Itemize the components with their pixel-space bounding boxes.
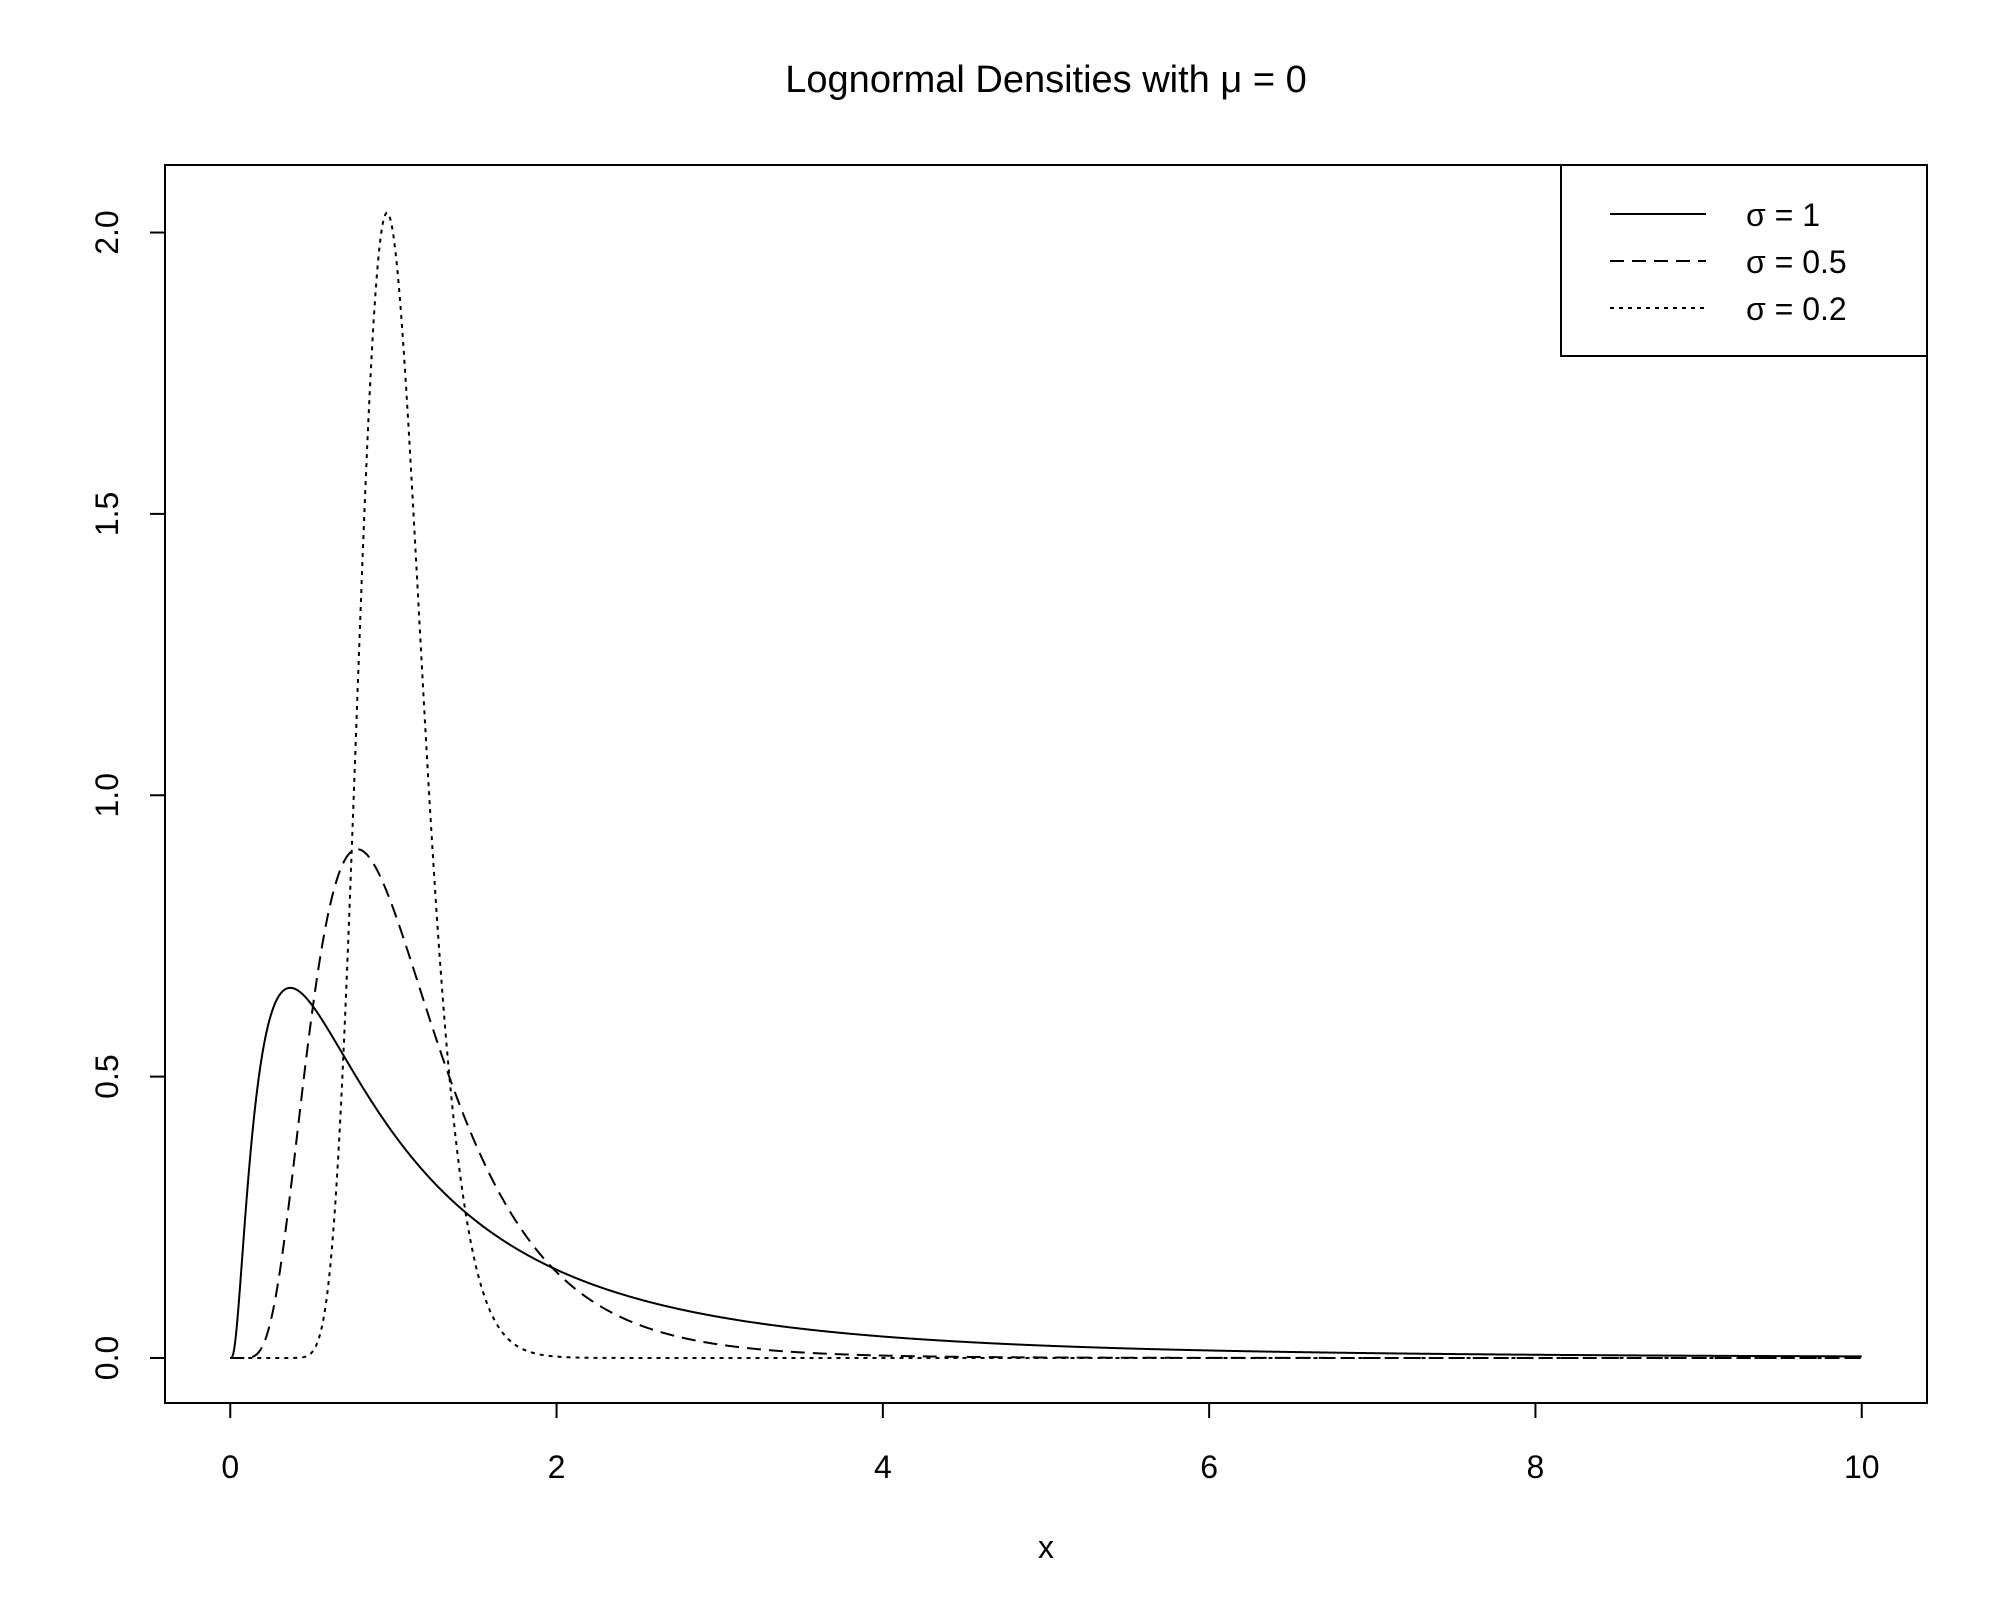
x-axis-label: x [1038, 1529, 1054, 1565]
chart-title: Lognormal Densities with μ = 0 [785, 59, 1306, 101]
series-line-2 [230, 211, 1862, 1359]
series-layer [230, 211, 1862, 1359]
y-tick-label: 1.0 [89, 773, 125, 817]
series-line-1 [230, 848, 1862, 1359]
y-tick-label: 2.0 [89, 210, 125, 254]
y-tick-label: 1.5 [89, 492, 125, 536]
x-axis: 0 2 4 6 8 10 [221, 1402, 1880, 1485]
y-tick-label: 0.5 [89, 1054, 125, 1098]
legend-label: σ = 0.5 [1746, 244, 1847, 280]
x-tick-label: 8 [1527, 1449, 1545, 1485]
x-tick-label: 4 [874, 1449, 892, 1485]
x-tick-label: 0 [221, 1449, 239, 1485]
x-tick-label: 10 [1844, 1449, 1880, 1485]
legend: σ = 1 σ = 0.5 σ = 0.2 [1560, 164, 1928, 357]
y-tick-label: 0.0 [89, 1336, 125, 1380]
y-axis: 0.0 0.5 1.0 1.5 2.0 [89, 210, 166, 1380]
x-tick-label: 2 [548, 1449, 566, 1485]
series-line-0 [230, 986, 1862, 1359]
legend-label: σ = 1 [1746, 197, 1820, 233]
x-tick-label: 6 [1200, 1449, 1218, 1485]
legend-label: σ = 0.2 [1746, 291, 1847, 327]
